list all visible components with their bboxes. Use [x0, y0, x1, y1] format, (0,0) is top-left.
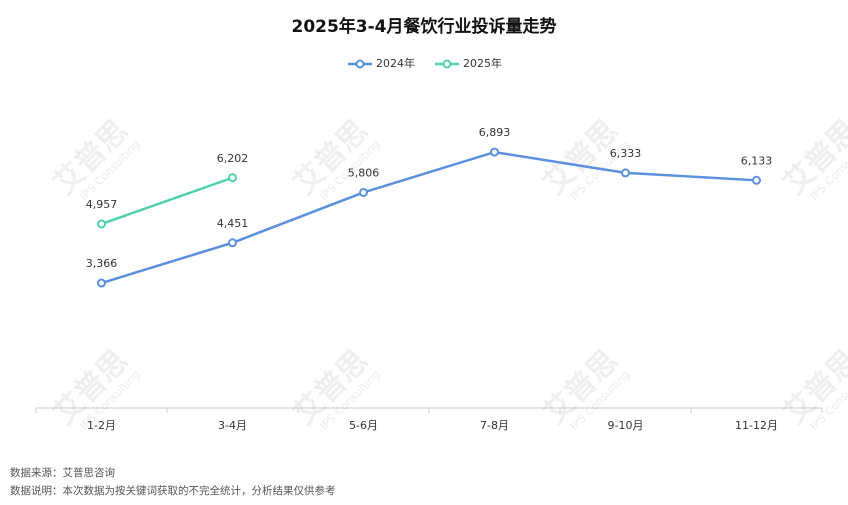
- series-line: [101, 150, 757, 285]
- data-label: 5,806: [348, 166, 380, 179]
- x-tick-label: 7-8月: [480, 419, 509, 432]
- point: [97, 278, 106, 288]
- x-tick-label: 3-4月: [218, 419, 247, 432]
- x-tick-label: 1-2月: [87, 419, 116, 432]
- footnote: 数据说明：本次数据为按关键词获取的不完全统计，分析结果仅供参考: [10, 484, 336, 497]
- chart-title: 2025年3-4月餐饮行业投诉量走势: [291, 16, 556, 37]
- x-tick-label: 9-10月: [608, 419, 644, 432]
- data-label: 6,202: [217, 152, 249, 165]
- data-label: 4,451: [217, 217, 249, 230]
- point: [621, 168, 630, 178]
- data-label: 6,893: [479, 126, 511, 139]
- x-tick-label: 11-12月: [735, 419, 778, 432]
- legend-label: 2024年: [376, 56, 415, 70]
- footnote: 数据来源：艾普思咨询: [10, 466, 115, 479]
- point: [490, 147, 499, 157]
- legend-marker: [355, 59, 365, 69]
- point: [228, 173, 237, 183]
- legend-label: 2025年: [463, 56, 502, 70]
- point: [97, 219, 106, 229]
- series-line: [101, 176, 233, 226]
- legend-marker: [442, 59, 452, 69]
- data-label: 6,333: [610, 147, 642, 160]
- point: [228, 238, 237, 248]
- point: [359, 187, 368, 197]
- data-label: 4,957: [86, 198, 118, 211]
- data-label: 6,133: [741, 154, 773, 167]
- x-tick-label: 5-6月: [349, 419, 378, 432]
- data-label: 3,366: [86, 257, 118, 270]
- point: [752, 175, 761, 185]
